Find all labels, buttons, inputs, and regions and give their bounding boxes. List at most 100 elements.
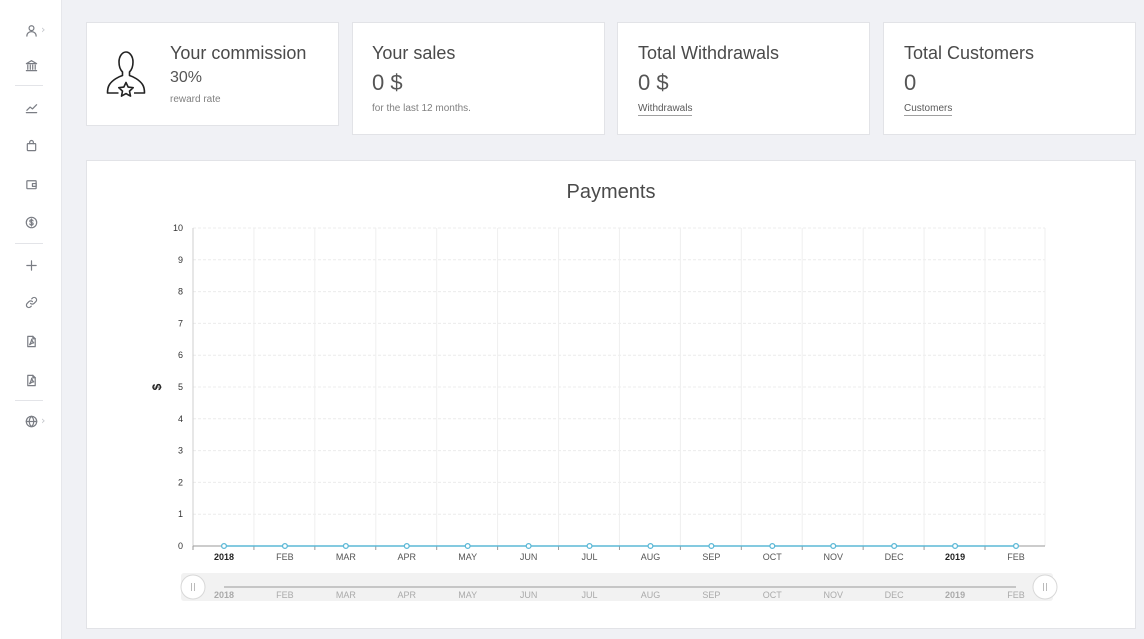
sidebar-item-document-1[interactable] xyxy=(0,329,62,353)
y-tick-label: 9 xyxy=(178,255,183,265)
sidebar-item-links[interactable] xyxy=(0,290,62,314)
data-point[interactable] xyxy=(220,542,228,550)
x-tick-label: JUL xyxy=(582,552,598,562)
navigator-tick-label: JUL xyxy=(582,590,598,600)
y-tick-label: 8 xyxy=(178,287,183,297)
x-tick-label: 2019 xyxy=(945,552,965,562)
payments-chart: 0 1 2 3 4 5 6 7 8 9 10 $2018 FEB MAR APR MAY JUN JUL AUG SE… xyxy=(150,223,1058,601)
x-tick-label: APR xyxy=(398,552,417,562)
x-tick-label: MAY xyxy=(458,552,477,562)
x-tick-label: FEB xyxy=(1007,552,1025,562)
navigator-tick-label: FEB xyxy=(1007,590,1025,600)
y-tick-label: 0 xyxy=(178,541,183,551)
sidebar-item-account[interactable]: › xyxy=(0,18,62,42)
data-point[interactable] xyxy=(769,542,776,550)
shopping-bag-icon xyxy=(26,139,36,151)
user-star-icon xyxy=(106,51,146,97)
customers-link[interactable]: Customers xyxy=(904,103,953,116)
y-tick-label: 7 xyxy=(178,318,183,328)
sidebar: › › xyxy=(0,0,62,639)
withdrawals-value: 0 $ xyxy=(638,70,669,95)
sidebar-item-bank[interactable] xyxy=(0,53,62,77)
data-point[interactable] xyxy=(708,542,715,550)
navigator-tick-label: AUG xyxy=(641,590,661,600)
commission-value: 30% xyxy=(170,69,203,86)
x-tick-label: DEC xyxy=(885,552,905,562)
sidebar-divider xyxy=(15,243,43,244)
data-point[interactable] xyxy=(403,542,410,550)
sales-title: Your sales xyxy=(372,43,456,63)
y-tick-label: 6 xyxy=(178,350,183,360)
commission-subtitle: reward rate xyxy=(170,94,221,105)
sidebar-divider xyxy=(15,85,43,86)
chevron-right-icon: › xyxy=(41,414,46,427)
sidebar-item-language[interactable]: › xyxy=(0,409,62,433)
navigator-tick-label: JUN xyxy=(520,590,538,600)
y-tick-label: 5 xyxy=(178,382,183,392)
y-tick-label: 3 xyxy=(178,446,183,456)
sales-card: Your sales 0 $ for the last 12 months. xyxy=(352,22,605,135)
pdf-file-icon xyxy=(26,374,36,386)
data-point[interactable] xyxy=(464,542,471,550)
x-tick-label: JUN xyxy=(520,552,538,562)
navigator-handle[interactable] xyxy=(1032,574,1058,600)
sales-subtitle: for the last 12 months. xyxy=(372,103,471,114)
x-tick-label: OCT xyxy=(763,552,783,562)
withdrawals-link[interactable]: Withdrawals xyxy=(638,103,693,116)
sidebar-item-document-2[interactable] xyxy=(0,368,62,392)
data-point[interactable] xyxy=(525,542,532,550)
customers-card: Total Customers 0 Customers xyxy=(883,22,1136,135)
wallet-icon xyxy=(25,179,37,189)
commission-card: Your commission 30% reward rate xyxy=(86,22,339,126)
sidebar-item-payouts[interactable] xyxy=(0,210,62,234)
data-point[interactable] xyxy=(830,542,837,550)
data-point[interactable] xyxy=(647,542,654,550)
withdrawals-title: Total Withdrawals xyxy=(638,43,780,63)
navigator-tick-label: FEB xyxy=(276,590,294,600)
y-tick-label: 10 xyxy=(173,223,183,233)
y-tick-label: 1 xyxy=(178,509,183,519)
data-point[interactable] xyxy=(342,542,349,550)
x-tick-label: AUG xyxy=(641,552,661,562)
y-axis-label: $ xyxy=(150,383,164,390)
chevron-right-icon: › xyxy=(41,23,46,36)
y-tick-label: 4 xyxy=(178,414,183,424)
withdrawals-card: Total Withdrawals 0 $ Withdrawals xyxy=(617,22,870,135)
sidebar-item-wallet[interactable] xyxy=(0,172,62,196)
customers-title: Total Customers xyxy=(904,43,1035,63)
navigator-tick-label: MAR xyxy=(336,590,357,600)
data-point[interactable] xyxy=(281,542,288,550)
data-point[interactable] xyxy=(891,542,898,550)
customers-value: 0 xyxy=(904,70,917,95)
sidebar-item-stats[interactable] xyxy=(0,95,62,119)
navigator-tick-label: DEC xyxy=(885,590,905,600)
navigator-handle[interactable] xyxy=(180,574,206,600)
dollar-circle-icon xyxy=(25,216,37,228)
sidebar-item-shop[interactable] xyxy=(0,133,62,157)
x-tick-label: NOV xyxy=(823,552,843,562)
bank-icon xyxy=(25,59,37,71)
link-icon xyxy=(25,296,37,308)
navigator-tick-label: 2019 xyxy=(945,590,965,600)
navigator-tick-label: OCT xyxy=(763,590,783,600)
plus-icon xyxy=(25,259,37,271)
globe-icon xyxy=(25,415,37,427)
data-point[interactable] xyxy=(586,542,593,550)
data-point[interactable] xyxy=(952,542,959,550)
data-point[interactable] xyxy=(1012,542,1020,550)
payments-chart-panel: Payments 0 1 2 3 4 5 6 7 8 9 10 $2018 FEB MAR APR MAY JU… xyxy=(86,160,1136,629)
sidebar-divider xyxy=(15,400,43,401)
y-tick-label: 2 xyxy=(178,477,183,487)
pdf-file-icon xyxy=(26,335,36,347)
chart-line-icon xyxy=(25,103,37,113)
x-tick-label: MAR xyxy=(336,552,357,562)
chart-title: Payments xyxy=(566,181,656,203)
sidebar-item-add[interactable] xyxy=(0,253,62,277)
navigator-tick-label: APR xyxy=(398,590,417,600)
sales-value: 0 $ xyxy=(372,70,403,95)
navigator-tick-label: MAY xyxy=(458,590,477,600)
navigator-tick-label: SEP xyxy=(702,590,720,600)
x-tick-label: SEP xyxy=(702,552,720,562)
user-icon xyxy=(25,24,37,37)
x-tick-label: 2018 xyxy=(214,552,234,562)
